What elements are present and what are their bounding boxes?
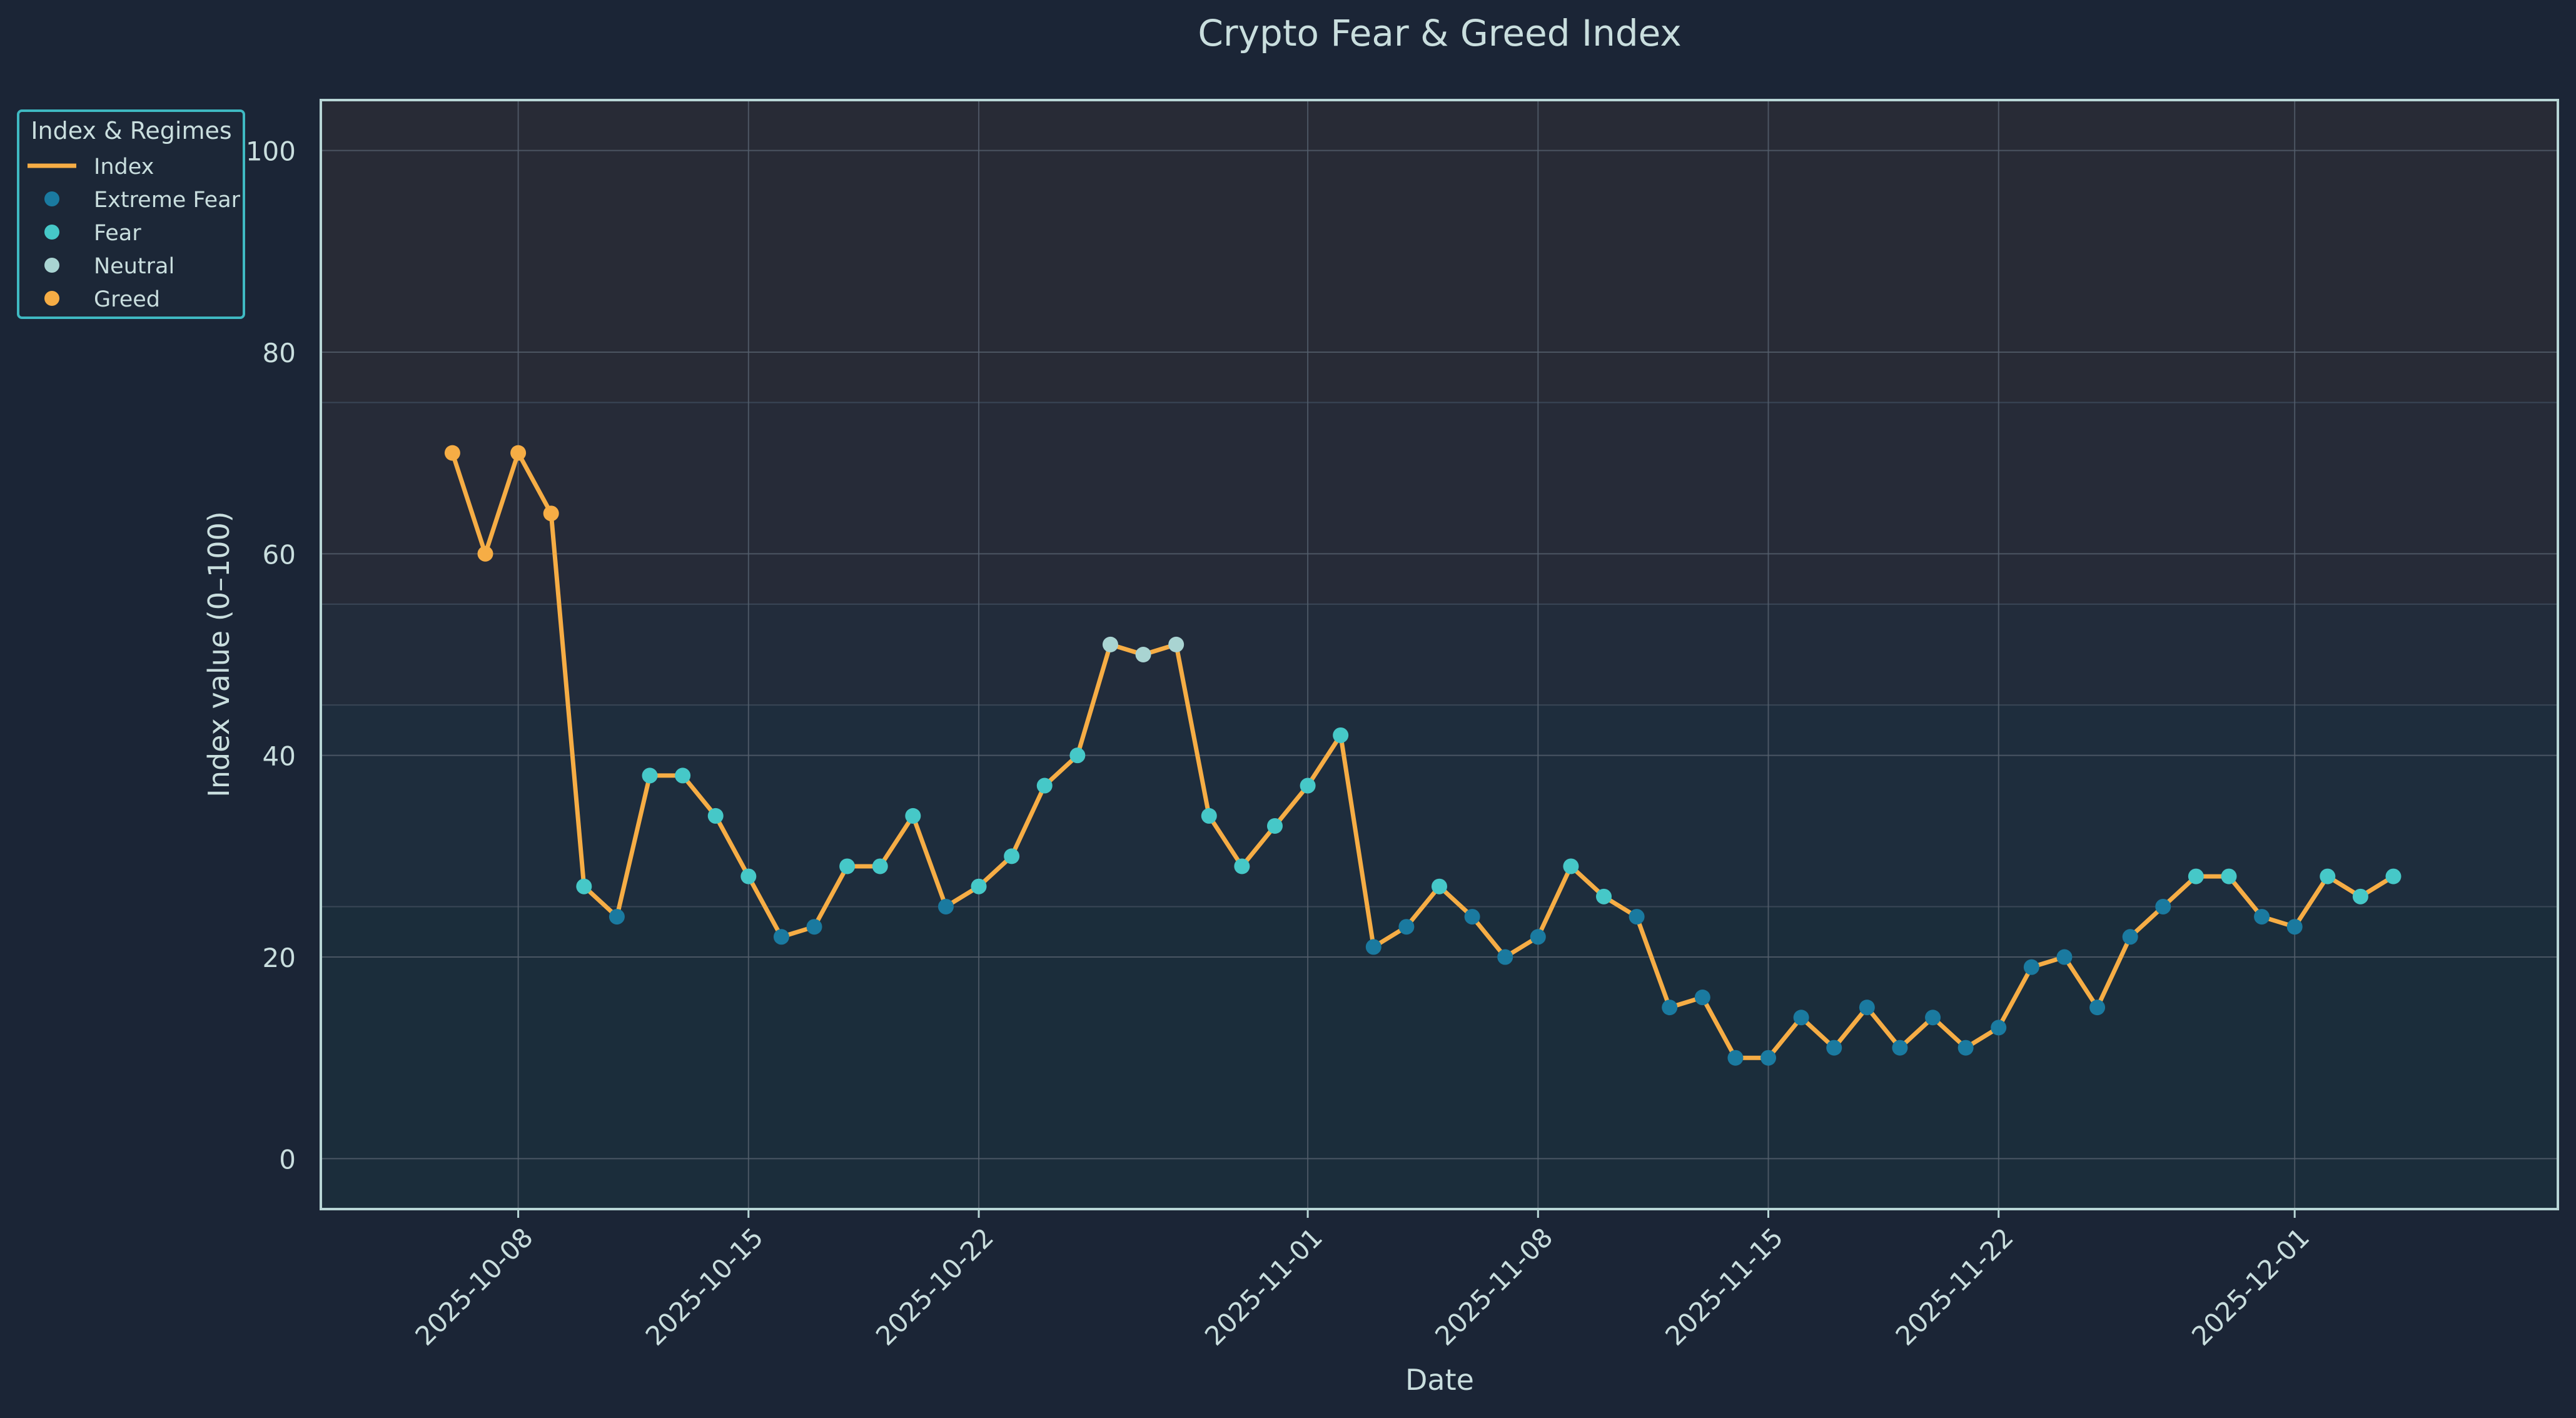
regime-band: [321, 402, 2558, 604]
data-point: [1036, 777, 1053, 794]
gridlines: [321, 100, 2558, 1209]
data-point: [1991, 1020, 2007, 1036]
data-point: [937, 898, 954, 914]
data-point: [1826, 1040, 1842, 1056]
data-point: [576, 878, 592, 894]
regime-bands: [321, 100, 2558, 1209]
data-point: [1925, 1010, 1941, 1026]
legend-entries: Index Extreme Fear Fear Neutral Greed: [28, 154, 241, 312]
y-tick-label: 60: [263, 539, 296, 570]
legend-entry-label: Greed: [94, 287, 160, 312]
y-tick-label: 40: [263, 741, 296, 772]
data-point: [1234, 858, 1250, 874]
legend-swatch-dot: [44, 258, 59, 273]
regime-band: [321, 604, 2558, 706]
data-point: [839, 858, 856, 874]
legend-entry-label: Extreme Fear: [94, 188, 241, 213]
data-point: [1563, 858, 1579, 874]
data-point: [2352, 888, 2368, 904]
y-tick-label: 0: [279, 1144, 296, 1175]
data-point: [2023, 959, 2039, 975]
data-point: [444, 445, 460, 461]
data-point: [2320, 868, 2336, 884]
legend: Index & Regimes Index Extreme Fear Fear Neu…: [17, 109, 245, 319]
index-line: [450, 450, 2396, 1060]
data-point: [1859, 1000, 1875, 1016]
regime-band-top: [321, 100, 2558, 151]
data-point: [773, 929, 789, 945]
data-point: [2221, 868, 2237, 884]
data-point: [2155, 898, 2171, 914]
data-point: [510, 445, 527, 461]
data-point: [642, 767, 658, 784]
legend-entry-label: Neutral: [94, 254, 174, 279]
data-point: [1432, 878, 1447, 894]
data-point: [1201, 808, 1217, 824]
data-point: [2188, 868, 2204, 884]
y-tick-label: 80: [263, 338, 296, 368]
data-point: [2089, 1000, 2106, 1016]
data-point: [1760, 1050, 1777, 1066]
chart-title: Crypto Fear & Greed Index: [1198, 12, 1681, 54]
regime-band: [321, 906, 2558, 1209]
data-point: [1662, 1000, 1678, 1016]
data-point: [1497, 949, 1513, 965]
legend-swatch-dot: [44, 225, 59, 240]
legend-entry-label: Fear: [94, 221, 141, 246]
data-point: [1892, 1040, 1908, 1056]
legend-swatch-dot: [44, 291, 59, 306]
data-point: [971, 878, 987, 894]
data-point: [1793, 1010, 1809, 1026]
legend-entry-label: Index: [94, 154, 154, 180]
data-point: [2254, 909, 2270, 925]
data-point: [2122, 929, 2138, 945]
y-axis-ticks: 0 20 40 60 80 100: [246, 136, 296, 1175]
data-point: [1530, 929, 1546, 945]
regime-band: [321, 705, 2558, 907]
data-point: [905, 808, 921, 824]
legend-swatch-dot: [44, 191, 59, 206]
data-point: [1694, 990, 1710, 1006]
data-point: [707, 808, 724, 824]
data-point: [477, 545, 493, 562]
data-point: [740, 868, 757, 884]
data-point: [1727, 1050, 1744, 1066]
data-point: [1102, 636, 1118, 652]
data-point: [1333, 727, 1349, 743]
data-point: [1069, 747, 1086, 764]
data-point: [609, 909, 625, 925]
data-point: [2286, 919, 2303, 935]
data-point: [1957, 1040, 1974, 1056]
index-line-layer: [450, 450, 2396, 1060]
data-point: [675, 767, 691, 784]
data-point: [1398, 919, 1415, 935]
data-point: [872, 858, 888, 874]
y-tick-label: 100: [246, 136, 296, 167]
legend-title: Index & Regimes: [31, 117, 231, 144]
data-points: [444, 445, 2402, 1066]
data-point: [1629, 909, 1645, 925]
data-point: [2056, 949, 2073, 965]
data-point: [1596, 888, 1612, 904]
y-axis-label: Index value (0–100): [202, 511, 236, 797]
x-axis-label: Date: [1405, 1363, 1474, 1397]
data-point: [2385, 868, 2402, 884]
data-point: [1365, 939, 1381, 955]
data-point: [543, 505, 559, 522]
legend-box: [17, 109, 245, 319]
data-point: [806, 919, 822, 935]
data-point: [1266, 818, 1283, 834]
data-point: [1300, 777, 1316, 794]
data-point: [1464, 909, 1480, 925]
data-point: [1135, 647, 1151, 662]
regime-band: [321, 150, 2558, 403]
data-point: [1004, 848, 1020, 864]
data-point: [1168, 636, 1184, 652]
y-tick-label: 20: [263, 943, 296, 973]
axes-frame: [320, 99, 2559, 1210]
